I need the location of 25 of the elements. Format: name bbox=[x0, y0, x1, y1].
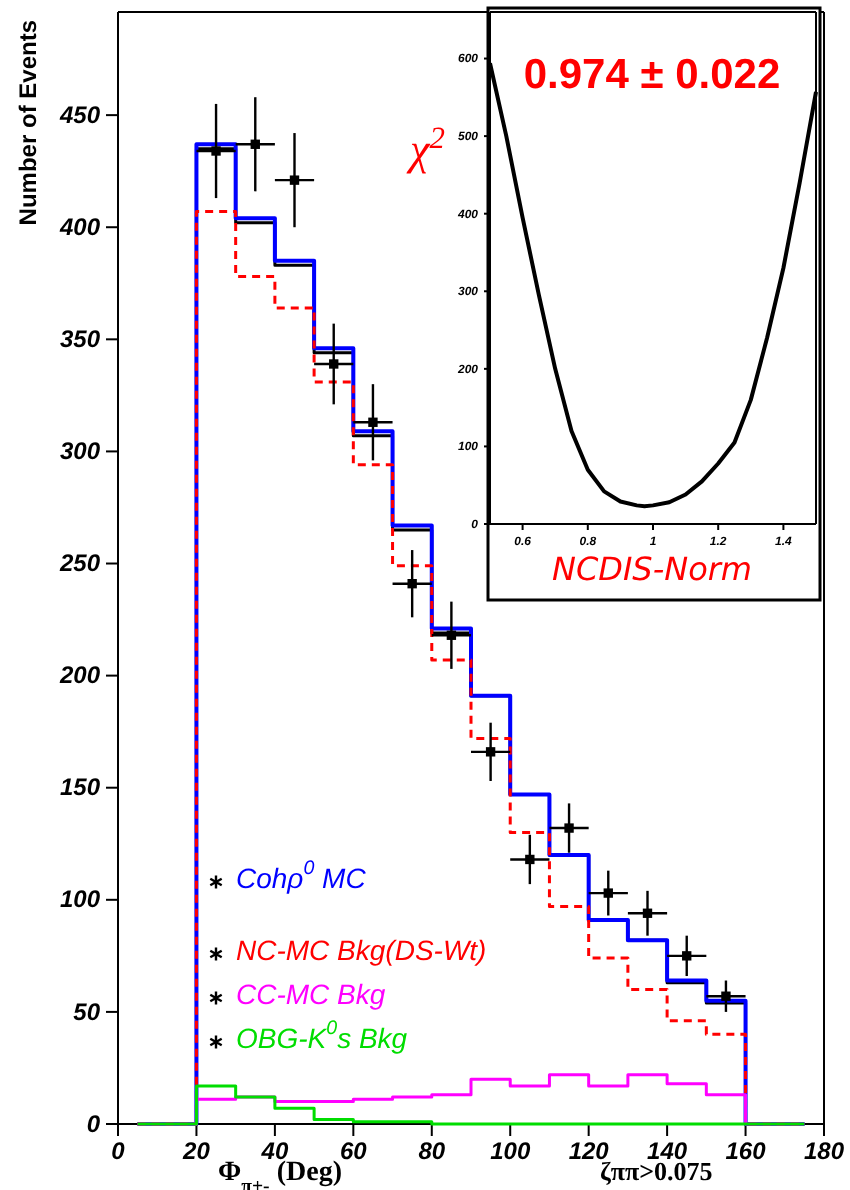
y-tick-label: 200 bbox=[57, 661, 101, 690]
series-label: Cohρ$^{0}$ MC bbox=[236, 858, 368, 894]
y-tick-label: 450 bbox=[57, 100, 101, 129]
y-tick-label: 250 bbox=[57, 549, 101, 578]
x-tick-label: 60 bbox=[339, 1137, 368, 1166]
x-tick-label: 180 bbox=[803, 1137, 845, 1166]
annotation: χ$^{2}$ bbox=[406, 121, 446, 174]
y-tick-label: 350 bbox=[59, 325, 101, 353]
y-tick-label: 400 bbox=[57, 212, 101, 241]
text: CC-MC Bkg bbox=[236, 977, 386, 1010]
x-tick-label: 20 bbox=[181, 1137, 211, 1166]
x-tick-label: 0 bbox=[111, 1137, 126, 1166]
x-axis-title: NCDIS-Norm bbox=[551, 550, 753, 588]
series-label: OBG-K$^{0}$s Bkg bbox=[236, 1018, 408, 1054]
x-tick-label: 100 bbox=[490, 1137, 531, 1166]
y-tick-label: 50 bbox=[73, 997, 101, 1026]
y-tick-label: 150 bbox=[59, 773, 101, 802]
y-axis-title: Number of Events bbox=[14, 19, 42, 226]
x-tick-label: 80 bbox=[418, 1137, 446, 1166]
y-tick-label: 0 bbox=[86, 1109, 101, 1138]
y-tick-label: 100 bbox=[59, 885, 101, 914]
annotation: 0.974 ± 0.022 bbox=[523, 52, 781, 98]
x-tick-label: 160 bbox=[725, 1137, 767, 1166]
series-label: NC-MC Bkg(DS-Wt) bbox=[236, 933, 487, 966]
y-tick-label: 300 bbox=[59, 437, 101, 466]
